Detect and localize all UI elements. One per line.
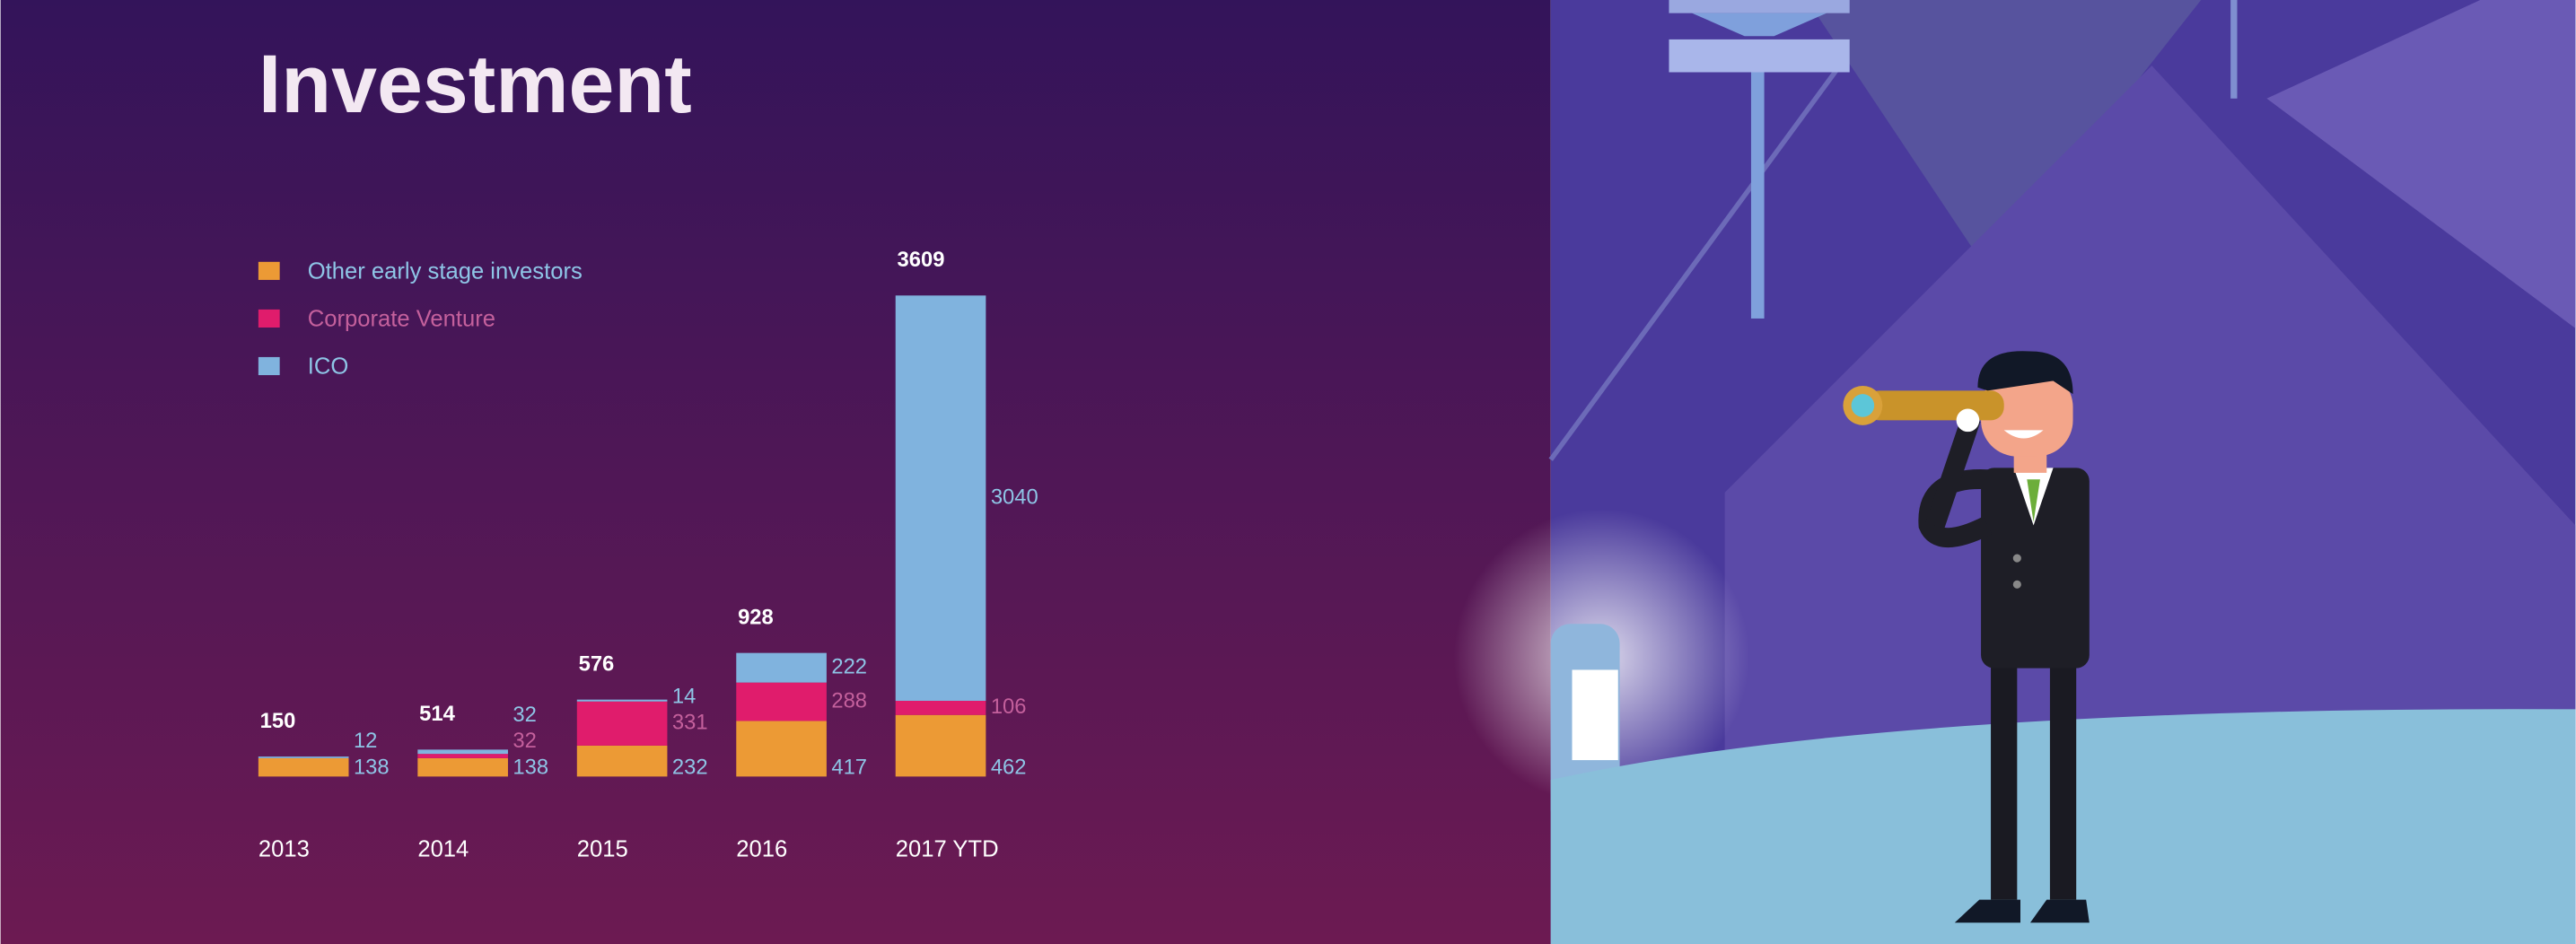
x-tick-label: 2014 [417, 836, 469, 861]
x-tick-label: 2017 YTD [896, 836, 999, 861]
telescope-lens [1851, 394, 1875, 417]
mountain [2266, 0, 2576, 328]
value-label: 14 [672, 684, 696, 708]
value-label: 222 [831, 654, 867, 678]
value-label: 288 [831, 688, 867, 712]
value-label: 106 [991, 695, 1027, 719]
bar-segment [576, 745, 668, 777]
jacket [1981, 468, 2090, 669]
lantern-light [1572, 669, 1618, 761]
hair [1977, 351, 2073, 395]
x-tick-label: 2013 [258, 836, 310, 861]
smile [2003, 430, 2044, 439]
total-label: 150 [260, 709, 296, 733]
man [1843, 351, 2090, 923]
bar-segment [258, 756, 349, 758]
leg [1991, 656, 2018, 900]
button [2012, 554, 2021, 563]
lamp [1669, 0, 1850, 13]
arm [1925, 415, 1981, 529]
legend-label: Other early stage investors [308, 258, 583, 284]
value-label: 3040 [991, 485, 1038, 509]
legend-swatch [258, 309, 280, 328]
bar-segment [417, 749, 508, 755]
leg [2049, 656, 2077, 900]
value-label: 32 [513, 729, 536, 753]
value-label: 138 [354, 756, 390, 780]
total-label: 3609 [898, 248, 945, 272]
bar-segment [736, 652, 827, 683]
shoe [1954, 899, 2020, 923]
hand [1956, 408, 1980, 433]
lamp-pole [2230, 0, 2238, 99]
total-label: 576 [579, 652, 615, 677]
legend-label: Corporate Venture [308, 307, 495, 332]
total-label: 514 [419, 702, 455, 726]
bar-segment [417, 754, 508, 758]
legend-label: ICO [308, 354, 349, 380]
bar-segment [895, 295, 986, 701]
bar-segment [576, 699, 668, 702]
beam [1548, 64, 1842, 461]
value-label: 138 [513, 756, 548, 780]
bar-segment [258, 757, 349, 777]
x-tick-label: 2016 [736, 836, 787, 861]
value-label: 417 [831, 756, 867, 780]
button [2012, 580, 2021, 589]
bar-segment [736, 682, 827, 721]
head [1981, 371, 2073, 457]
x-tick-label: 2015 [577, 836, 628, 861]
value-label: 331 [672, 711, 708, 735]
bar-segment [576, 701, 668, 746]
lamp-pole [1750, 72, 1765, 319]
lamp [1692, 13, 1827, 37]
bar-segment [895, 714, 986, 777]
total-label: 928 [738, 606, 774, 630]
value-label: 32 [513, 703, 536, 727]
value-label: 12 [354, 729, 377, 753]
illustration [1453, 0, 2576, 944]
legend-swatch [258, 261, 280, 280]
value-label: 232 [672, 756, 708, 780]
bar-segment [736, 721, 827, 777]
bar-segment [895, 700, 986, 715]
chart-title: Investment [258, 39, 692, 130]
shoe [2029, 899, 2090, 923]
tie [2027, 479, 2040, 522]
mountain [1807, 0, 2202, 271]
legend-swatch [258, 356, 280, 376]
telescope [1866, 390, 2004, 421]
value-label: 462 [991, 756, 1027, 780]
bar-segment [417, 757, 508, 777]
left-background [0, 0, 1551, 944]
lamp [1669, 39, 1850, 73]
